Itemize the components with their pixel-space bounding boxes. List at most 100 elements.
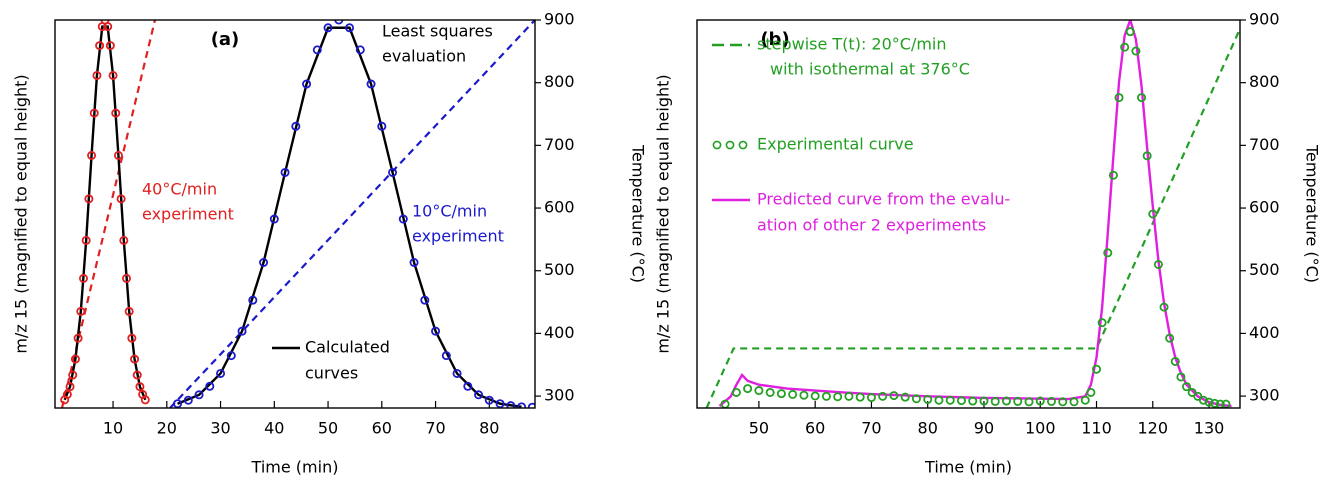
data-point [799,390,809,400]
data-point [1024,397,1034,407]
x-tick-label: 10 [103,419,123,438]
data-point [1035,396,1045,406]
x-tick-label: 80 [918,419,938,438]
data-point [441,351,451,361]
data-point [194,390,204,400]
data-point [92,70,102,80]
plot-area [60,20,535,408]
legend-marker [712,140,722,150]
data-point [1108,170,1118,180]
x-axis-label: Time (min) [924,458,1012,477]
data-point [140,395,150,405]
data-point [979,396,989,406]
data-point [127,333,137,343]
data-point [366,79,376,89]
data-point [968,396,978,406]
x-tick-label: 20 [157,419,177,438]
data-point [108,70,118,80]
data-point [517,402,527,408]
data-point [1114,93,1124,103]
data-point [1210,398,1220,408]
annotation: evaluation [382,47,466,66]
y-axis-label: m/z 15 (magnified to equal height) [654,74,673,353]
data-point [1086,387,1096,397]
data-point [833,392,843,402]
data-point [1165,333,1175,343]
data-point [70,354,80,364]
data-point [248,295,258,305]
data-point [116,194,126,204]
data-point [866,393,876,403]
legend-label: with isothermal at 376°C [770,60,970,79]
data-point [474,390,484,400]
temperature-line [705,28,1240,408]
data-point [1046,396,1056,406]
legend-label: curves [305,364,358,383]
x-tick-label: 110 [1081,419,1112,438]
data-point [1103,248,1113,258]
x-axis-label: Time (min) [251,458,339,477]
legend-marker [738,140,748,150]
y2-tick-label: 500 [544,260,575,279]
data-point [1125,27,1135,37]
data-point [111,108,121,118]
legend-label: Experimental curve [757,135,914,154]
data-point [1013,396,1023,406]
legend-label: Calculated [305,338,390,357]
y2-tick-label: 900 [544,10,575,29]
annotation: Least squares [382,22,493,41]
data-point [527,402,535,408]
annotation: experiment [412,227,504,246]
data-point [259,257,269,267]
data-point [923,394,933,404]
y2-axis-label: Temperature (°C) [629,144,648,283]
data-point [103,22,113,32]
data-point [135,382,145,392]
curve [718,20,1232,408]
annotation: experiment [142,205,234,224]
x-tick-label: 70 [861,419,881,438]
data-point [95,41,105,51]
panel: 50 60 70 80 90 100 110 120 130 300 400 500 600 700 800… [654,10,1322,477]
data-point [754,386,764,396]
data-point [334,20,344,25]
data-point [323,23,333,33]
plot-area [705,20,1240,408]
data-point [1204,397,1214,407]
data-point [788,389,798,399]
x-tick-label: 40 [264,419,284,438]
data-point [420,295,430,305]
data-point [810,391,820,401]
data-point [1001,396,1011,406]
y2-tick-label: 800 [1249,72,1280,91]
data-point [237,326,247,336]
y2-tick-label: 800 [544,72,575,91]
temperature-line [169,20,535,408]
data-point [291,121,301,131]
panel: 10 20 30 40 50 60 70 80 300 400 500 600 700 800 900 Tim… [12,10,648,477]
data-point [452,368,462,378]
data-point [62,389,72,399]
legend-label: Predicted curve from the evalu- [757,190,1010,209]
y2-tick-label: 300 [1249,386,1280,405]
x-tick-label: 90 [974,419,994,438]
x-tick-label: 130 [1194,419,1225,438]
data-point [205,381,215,391]
data-point [1148,209,1158,219]
data-point [280,167,290,177]
x-tick-label: 70 [425,419,445,438]
data-point [345,23,355,33]
annotation: 40°C/min [142,180,217,199]
data-point [844,391,854,401]
data-point [121,273,131,283]
data-point [990,396,1000,406]
x-tick-label: 80 [479,419,499,438]
data-point [78,273,88,283]
data-point [73,333,83,343]
data-point [226,351,236,361]
data-point [1170,356,1180,366]
data-point [87,150,97,160]
data-point [89,108,99,118]
legend-label: stepwise T(t): 20°C/min [757,35,947,54]
